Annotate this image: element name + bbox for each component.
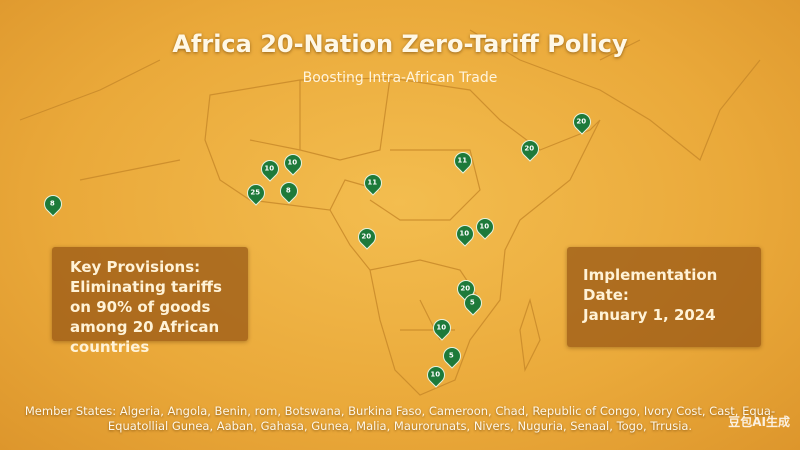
implementation-box: Implementation Date: January 1, 2024: [567, 247, 761, 347]
subtitle: Boosting Intra-African Trade: [302, 70, 498, 86]
key-provisions-text: Eliminating tariffs on 90% of goods amon…: [70, 278, 222, 356]
pin-label: 25: [250, 188, 261, 197]
pin-label: 20: [576, 117, 587, 126]
pin-label: 11: [457, 156, 468, 165]
pin-label: 5: [448, 351, 454, 360]
pin-label: 10: [479, 222, 490, 231]
key-provisions-box: Key Provisions: Eliminating tariffs on 9…: [52, 247, 248, 356]
pin-label: 10: [436, 323, 447, 332]
pin-label: 8: [49, 199, 55, 208]
watermark: 豆包AI生成: [728, 415, 790, 429]
pin-label: 10: [287, 158, 298, 167]
member-states: Member States: Algeria, Angola, Benin, r…: [0, 404, 800, 434]
pin-label: 5: [469, 298, 475, 307]
pin-label: 10: [459, 229, 470, 238]
implementation-date: January 1, 2024: [583, 306, 716, 324]
pin-label: 10: [430, 370, 441, 379]
member-states-line: Member States: Algeria, Angola, Benin, r…: [24, 404, 776, 418]
pin-label: 20: [361, 232, 372, 241]
implementation-heading: Implementation Date:: [583, 266, 718, 304]
pin-label: 10: [264, 164, 275, 173]
member-states-line: Equatollial Gunea, Aaban, Gahasa, Gunea,…: [107, 419, 693, 433]
pin-label: 20: [524, 144, 535, 153]
title: Africa 20-Nation Zero-Tariff Policy: [172, 30, 628, 58]
key-provisions-heading: Key Provisions:: [70, 258, 201, 276]
pin-label: 20: [460, 284, 471, 293]
pin-label: 8: [285, 186, 291, 195]
pin-label: 11: [367, 178, 378, 187]
